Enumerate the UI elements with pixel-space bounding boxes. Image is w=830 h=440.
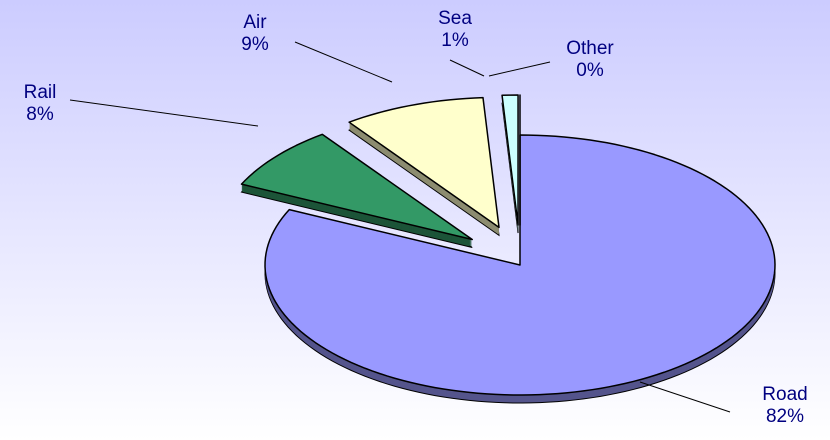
- leader-line: [449, 59, 485, 77]
- category-label: Air: [243, 12, 267, 33]
- leader-line: [69, 99, 259, 127]
- slice: [501, 94, 519, 226]
- category-label: Road: [762, 384, 807, 405]
- value-label: 82%: [766, 406, 804, 427]
- slice: [264, 134, 776, 396]
- category-label: Sea: [438, 8, 472, 29]
- slice: [348, 96, 500, 229]
- leader-line: [294, 41, 393, 83]
- value-label: 0%: [576, 60, 604, 81]
- category-label: Rail: [24, 82, 57, 103]
- value-label: 1%: [441, 30, 469, 51]
- category-label: Other: [566, 38, 614, 59]
- leader-line: [639, 381, 731, 413]
- slice: [240, 133, 473, 241]
- value-label: 8%: [26, 104, 54, 125]
- value-label: 9%: [241, 34, 269, 55]
- leader-line: [488, 61, 551, 77]
